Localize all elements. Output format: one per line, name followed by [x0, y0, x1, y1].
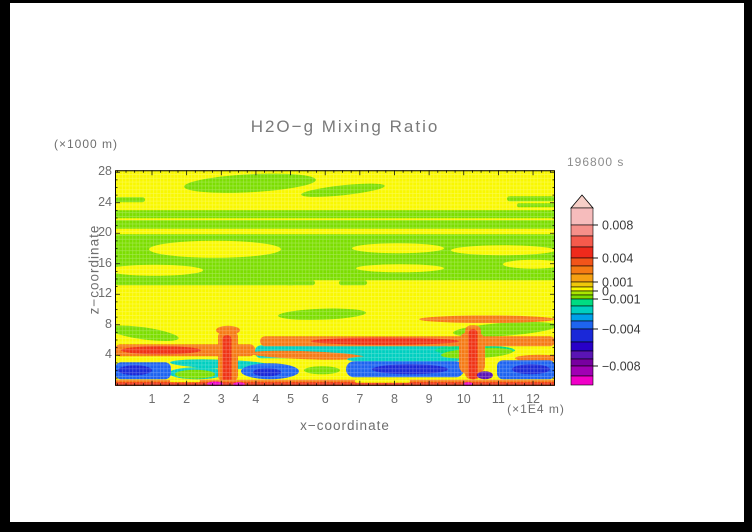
y-tick-label: 24: [98, 194, 112, 209]
y-tick-label: 16: [98, 255, 112, 270]
chart-title: H2O−g Mixing Ratio: [250, 117, 440, 136]
x-tick-label: 3: [217, 391, 225, 406]
y-tick-label: 8: [105, 316, 112, 331]
plot-frame: [115, 170, 555, 386]
colorbar-segment: [570, 358, 594, 367]
colorbar-segment: [570, 298, 594, 307]
y-axis-unit-label: (×1000 m): [53, 137, 119, 151]
colorbar-segment: [570, 235, 594, 248]
colorbar-cap: [570, 194, 594, 209]
y-tick-label: 4: [105, 347, 112, 361]
colorbar-label: 0.004: [602, 252, 633, 266]
timestamp-label: 196800 s: [567, 155, 625, 169]
x-tick-label: 4: [252, 391, 260, 406]
x-axis-title: x−coordinate: [300, 418, 390, 433]
colorbar-segment: [570, 207, 594, 226]
axis-ticks: [115, 170, 555, 386]
colorbar-segment: [570, 281, 594, 288]
colorbar-segment: [570, 328, 594, 343]
plot-canvas: H2O−g Mixing Ratio (×1000 m) 196800 s z−…: [10, 3, 744, 522]
colorbar-label: −0.004: [602, 323, 641, 337]
x-tick-label: 9: [425, 391, 433, 406]
colorbar-label: 0.008: [602, 219, 633, 233]
x-tick-label: 10: [456, 391, 471, 406]
colorbar-label: −0.001: [602, 293, 641, 307]
colorbar-segment: [570, 265, 594, 275]
colorbar-segment: [570, 320, 594, 330]
y-tick-label: 28: [98, 164, 112, 178]
colorbar-segment: [570, 246, 594, 259]
colorbar-segment: [570, 375, 594, 386]
x-tick-label: 6: [321, 391, 329, 406]
grid-mesh: [115, 170, 555, 386]
colorbar-segment: [570, 365, 594, 377]
colorbar-segment: [570, 341, 594, 352]
x-tick-label: 8: [390, 391, 398, 406]
colorbar-segment: [570, 294, 594, 300]
x-axis-unit-label: (×1E4 m): [507, 402, 565, 416]
x-tick-label: 5: [287, 391, 295, 406]
colorbar-segment: [570, 224, 594, 237]
x-tick-label: 1: [148, 391, 156, 406]
colorbar-segment: [570, 290, 594, 296]
colorbar-segment: [570, 286, 594, 292]
colorbar-segment: [570, 257, 594, 267]
y-tick-label: 20: [98, 225, 112, 239]
colorbar-segment: [570, 350, 594, 360]
y-tick-label: 12: [98, 286, 112, 300]
colorbar-label: 0.001: [602, 276, 633, 290]
colorbar-label: −0.008: [602, 360, 641, 374]
x-tick-label: 12: [526, 391, 540, 406]
colorbar-segment: [570, 313, 594, 322]
colorbar-segment: [570, 273, 594, 283]
contour-plot: [115, 170, 555, 386]
colorbar-segment: [570, 305, 594, 315]
colorbar-label: 0: [602, 285, 609, 299]
x-tick-label: 7: [356, 391, 364, 406]
x-tick-label: 11: [491, 391, 505, 406]
x-tick-label: 2: [183, 391, 191, 406]
